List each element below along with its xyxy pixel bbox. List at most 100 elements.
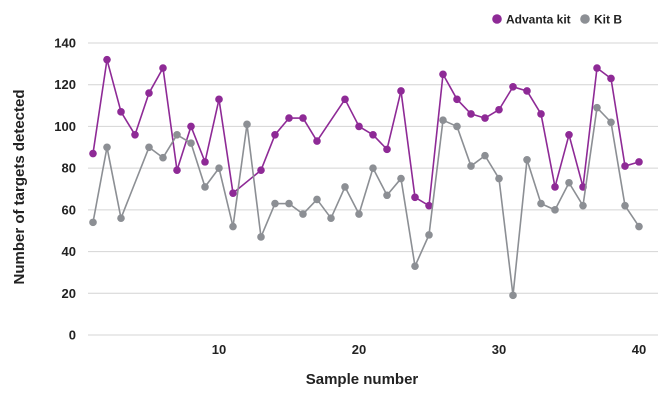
series-line-segment: [106, 147, 122, 219]
data-point: [145, 89, 153, 97]
x-tick-label: 10: [212, 342, 226, 357]
data-point: [383, 145, 391, 154]
data-point: [397, 174, 405, 183]
data-point: [495, 105, 503, 114]
data-point: [327, 214, 335, 222]
data-point: [355, 122, 363, 131]
series-line-segment: [176, 126, 192, 171]
series-line-segment: [190, 126, 206, 163]
data-point: [453, 122, 461, 131]
data-point: [299, 210, 307, 218]
data-point: [117, 214, 125, 222]
x-tick-label: 40: [632, 342, 646, 357]
data-point: [285, 114, 293, 122]
series-line-segment: [554, 182, 570, 211]
data-point: [257, 166, 265, 175]
x-axis-title: Sample number: [306, 371, 419, 388]
series-line-segment: [302, 117, 318, 142]
data-point: [243, 120, 251, 129]
series-line-segment: [624, 205, 640, 227]
series-line-segment: [344, 186, 360, 215]
series-line-segment: [162, 134, 178, 159]
data-point: [145, 143, 153, 152]
series-line-segment: [92, 59, 108, 154]
data-point: [313, 195, 321, 204]
data-point: [187, 139, 195, 147]
series-line-segment: [232, 124, 248, 227]
series-line-segment: [400, 178, 416, 267]
data-point: [131, 130, 139, 139]
data-point: [229, 189, 237, 197]
data-point: [271, 199, 279, 208]
series-line-segment: [610, 122, 626, 206]
data-point: [341, 95, 349, 104]
series-line-segment: [582, 67, 598, 188]
series-1: [89, 103, 643, 300]
series-line-segment: [498, 86, 514, 111]
series-line-segment: [484, 155, 500, 179]
series-line-segment: [218, 99, 234, 194]
data-point: [481, 151, 489, 160]
data-point: [187, 122, 195, 131]
series-line-segment: [190, 142, 206, 188]
data-point: [481, 114, 489, 122]
series-line-segment: [386, 90, 402, 150]
data-point: [159, 153, 167, 162]
data-point: [621, 162, 629, 170]
legend-label: Advanta kit: [506, 13, 571, 27]
x-tick-label: 30: [492, 342, 506, 357]
data-point: [89, 149, 97, 158]
series-line-segment: [414, 234, 430, 267]
series-line-segment: [568, 182, 584, 207]
data-point: [215, 95, 223, 104]
data-point: [215, 164, 223, 172]
y-tick-label: 140: [54, 36, 76, 51]
data-point: [607, 118, 615, 127]
series-line-segment: [204, 99, 220, 163]
series-line-segment: [246, 124, 262, 238]
series-line-segment: [540, 113, 556, 188]
series-line-segment: [512, 159, 528, 296]
series-line-segment: [92, 147, 108, 223]
legend-marker: [492, 14, 502, 24]
data-point: [313, 137, 321, 145]
series-line-segment: [120, 111, 136, 136]
data-point: [159, 64, 167, 72]
series-line-segment: [162, 67, 178, 171]
data-point: [201, 158, 209, 166]
series-line-segment: [134, 92, 150, 136]
series-line-segment: [316, 98, 346, 142]
series-line-segment: [218, 167, 234, 227]
data-point: [369, 130, 377, 139]
x-axis-ticks: 10 20 30 40: [212, 342, 646, 357]
series-line-segment: [582, 107, 598, 206]
series-line-segment: [554, 134, 570, 188]
series-line-segment: [344, 98, 360, 127]
series-line-segment: [148, 67, 164, 94]
y-tick-label: 40: [62, 244, 76, 259]
y-tick-label: 120: [54, 77, 76, 92]
series-line-segment: [400, 90, 416, 198]
series-line-segment: [428, 120, 444, 235]
series-line-segment: [120, 146, 150, 219]
data-point: [523, 156, 531, 164]
series-line-segment: [526, 90, 542, 115]
series-line-segment: [526, 159, 542, 204]
data-point: [411, 193, 419, 202]
data-point: [425, 201, 433, 210]
data-point: [355, 210, 363, 218]
data-point: [173, 130, 181, 139]
series-line-segment: [330, 186, 346, 219]
legend-label: Kit B: [594, 13, 622, 27]
data-point: [565, 178, 573, 187]
data-point: [271, 130, 279, 139]
data-point: [341, 183, 349, 191]
y-axis-title: Number of targets detected: [11, 89, 28, 284]
y-tick-label: 60: [62, 202, 76, 217]
data-point: [635, 158, 643, 166]
data-point: [509, 291, 517, 300]
data-point: [117, 108, 125, 116]
data-point: [635, 222, 643, 231]
data-point: [285, 199, 293, 208]
